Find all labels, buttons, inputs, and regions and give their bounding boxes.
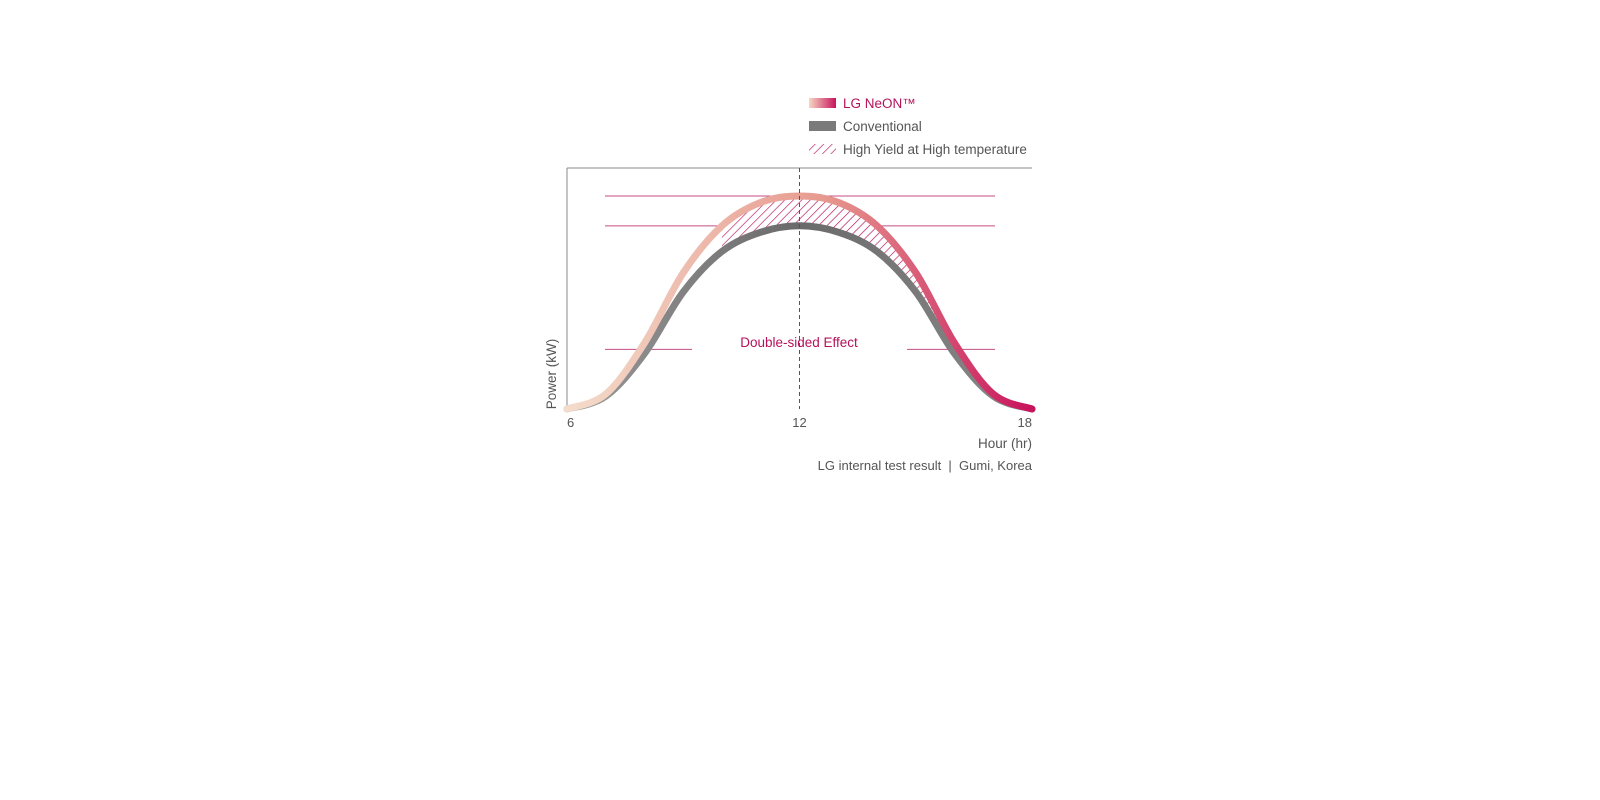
footnote: LG internal test result | Gumi, Korea: [818, 458, 1033, 473]
legend-label-neon: LG NeON™: [843, 96, 916, 111]
x-tick-label: 6: [567, 415, 574, 430]
x-axis-ticks: 6 12 18: [567, 415, 1032, 430]
x-axis-label: Hour (hr): [978, 436, 1032, 451]
legend-label-conventional: Conventional: [843, 119, 922, 134]
legend-swatch-conventional: [809, 121, 836, 131]
legend: LG NeON™ Conventional High Yield at High…: [809, 96, 1027, 157]
legend-swatch-neon: [809, 98, 836, 108]
legend-swatch-high-yield: [809, 144, 836, 154]
double-sided-effect-label: Double-sided Effect: [740, 335, 858, 350]
legend-label-high-yield: High Yield at High temperature: [843, 142, 1027, 157]
plot-area: [563, 168, 1036, 413]
x-tick-label: 18: [1018, 415, 1032, 430]
x-tick-label: 12: [792, 415, 806, 430]
y-axis-label: Power (kW): [544, 339, 559, 410]
